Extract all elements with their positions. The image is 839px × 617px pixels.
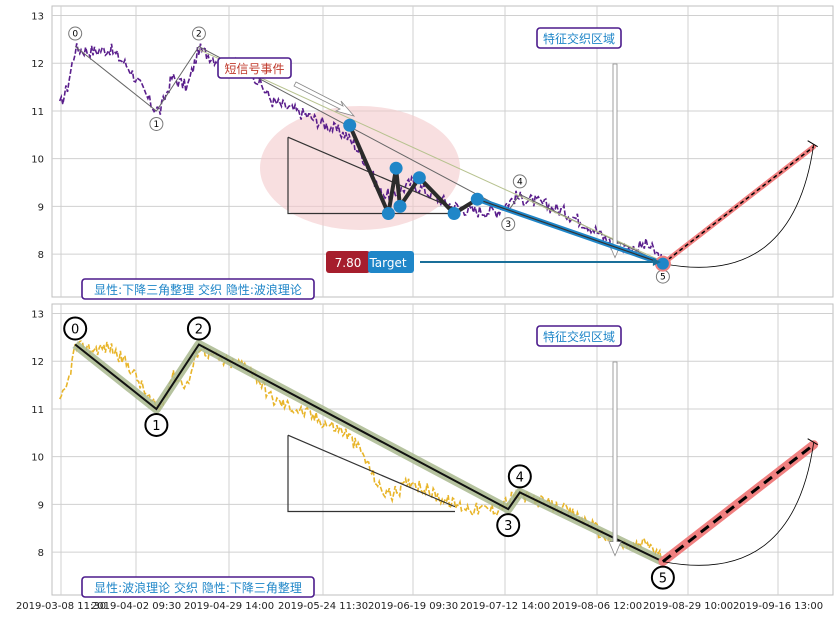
triangle-diagonal	[287, 434, 456, 508]
forecast-arc-tip	[807, 140, 818, 148]
wave-label-circle	[68, 26, 83, 41]
wave-label-circle	[63, 316, 88, 341]
wave-label: 1	[154, 120, 160, 130]
price-line	[58, 43, 663, 265]
short-signal-label: 短信号事件	[224, 62, 284, 76]
pivot-to-target-core	[477, 198, 664, 265]
wave-label: 4	[517, 177, 523, 187]
y-tick-label: 12	[31, 357, 44, 368]
x-tick-label: 2019-06-19 09:30	[368, 601, 458, 612]
pivot-marker	[393, 199, 407, 213]
x-tick-label: 2019-09-16 13:00	[733, 601, 823, 612]
y-tick-label: 12	[31, 59, 44, 70]
pivot-marker	[381, 207, 395, 221]
x-tick-label: 2019-05-24 11:30	[278, 601, 368, 612]
wave-label: 1	[152, 419, 160, 434]
wave-label: 2	[196, 30, 202, 40]
caption-top-label: 显性:下降三角整理 交织 隐性:波浪理论	[94, 282, 302, 297]
x-tick-label: 2019-04-02 09:30	[91, 601, 181, 612]
pivot-marker	[470, 192, 484, 206]
caption-top: 显性:下降三角整理 交织 隐性:波浪理论	[81, 278, 315, 300]
forecast-arc-tip	[807, 438, 818, 446]
feature-zone-label-top: 特征交织区域	[543, 31, 615, 46]
y-tick-label: 13	[31, 12, 44, 23]
wave-label: 3	[505, 220, 511, 230]
y-tick-label: 11	[31, 405, 44, 416]
top-panel: 0 1 2 3 4 5	[58, 26, 818, 284]
bottom-panel: 0 1 2 3 4 5	[58, 316, 819, 590]
wave-label-circle	[186, 316, 211, 341]
target-arrowhead	[652, 258, 661, 266]
triangle-frame	[287, 137, 455, 215]
feature-zone-label-bottom: 特征交织区域	[543, 329, 615, 344]
feature-zone-arrow	[608, 361, 622, 557]
wave-band	[72, 340, 665, 566]
x-tick-label: 2019-04-29 14:00	[184, 601, 274, 612]
forecast-line	[662, 146, 815, 265]
wave-label-circle	[512, 174, 527, 189]
y-tick-label: 10	[31, 453, 44, 464]
wave-label-circle	[501, 217, 516, 232]
pivot-marker	[447, 207, 461, 221]
wave-label: 2	[195, 323, 203, 338]
wave-label: 3	[504, 519, 512, 534]
target-marker	[654, 255, 671, 272]
wave-label: 5	[660, 273, 666, 283]
forecast-arc	[662, 442, 815, 566]
wave-label: 4	[516, 470, 524, 485]
wave-label-circle	[496, 513, 521, 538]
y-tick-label: 8	[38, 250, 44, 261]
target-label: Target	[368, 256, 406, 270]
pivot-marker	[343, 118, 357, 132]
wave-label: 5	[659, 572, 667, 587]
y-tick-label: 8	[38, 548, 44, 559]
short-signal-arrow	[293, 81, 356, 117]
x-tick-label: 2019-03-08 11:30	[16, 601, 106, 612]
plot-frame	[51, 5, 834, 298]
price-line	[58, 340, 663, 562]
wave-line	[74, 343, 664, 563]
target-badge: 7.80 Target	[326, 251, 414, 273]
caption-bottom: 显性:波浪理论 交织 隐性:下降三角整理	[81, 576, 315, 598]
pivot-marker	[412, 171, 426, 185]
triangle-frame	[287, 435, 455, 513]
forecast-band	[658, 440, 819, 567]
y-tick-label: 13	[31, 310, 44, 321]
y-tick-label: 11	[31, 107, 44, 118]
wave-channel	[198, 49, 664, 263]
forecast-arc	[662, 144, 815, 268]
y-tick-label: 9	[38, 500, 44, 511]
wave-label-circle	[191, 26, 206, 41]
y-tick-label: 9	[38, 202, 44, 213]
pivot-marker	[389, 161, 403, 175]
wave-label-circle	[650, 565, 675, 590]
x-tick-label: 2019-08-06 12:00	[552, 601, 642, 612]
x-tick-label: 2019-07-12 14:00	[460, 601, 550, 612]
wave-label-circle	[149, 116, 164, 131]
wave-label: 0	[71, 323, 79, 338]
feature-zone-arrow	[608, 63, 622, 259]
feature-zone-annotation-top: 特征交织区域	[536, 27, 622, 49]
short-signal-annotation: 短信号事件	[217, 57, 292, 79]
caption-bottom-label: 显性:波浪理论 交织 隐性:下降三角整理	[94, 580, 302, 595]
target-value: 7.80	[335, 256, 362, 270]
wave-label: 0	[72, 30, 78, 40]
y-tick-label: 10	[31, 155, 44, 166]
plot-frame	[51, 303, 834, 596]
x-tick-label: 2019-08-29 10:00	[643, 601, 733, 612]
feature-zone-annotation-bottom: 特征交织区域	[536, 325, 622, 347]
wave-label-circle	[144, 412, 169, 437]
wave-label-circle	[507, 464, 532, 489]
